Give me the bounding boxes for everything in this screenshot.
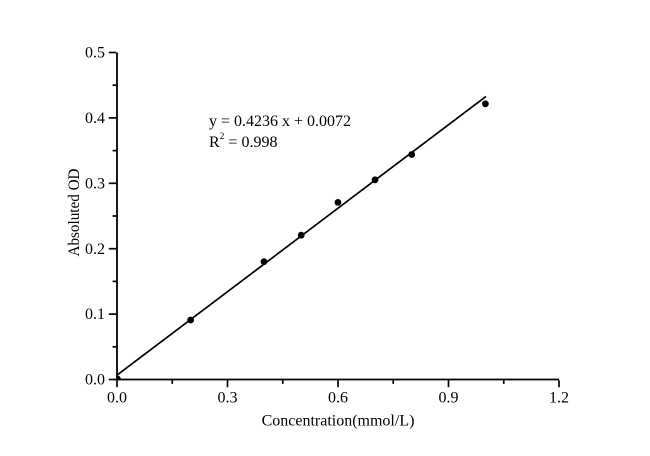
svg-text:0.2: 0.2 — [85, 241, 105, 258]
svg-text:1.2: 1.2 — [549, 390, 569, 407]
svg-text:0.1: 0.1 — [85, 306, 105, 323]
svg-text:0.0: 0.0 — [85, 372, 105, 389]
svg-text:y = 0.4236 x + 0.0072: y = 0.4236 x + 0.0072 — [209, 113, 351, 130]
svg-text:R2 = 0.998: R2 = 0.998 — [209, 132, 277, 151]
svg-text:0.3: 0.3 — [85, 175, 105, 192]
svg-text:0.3: 0.3 — [218, 390, 238, 407]
svg-text:0.0: 0.0 — [107, 390, 127, 407]
svg-text:Concentration(mmol/L): Concentration(mmol/L) — [262, 413, 415, 430]
svg-text:0.6: 0.6 — [328, 390, 348, 407]
svg-text:Absoluted OD: Absoluted OD — [66, 169, 83, 257]
svg-text:0.9: 0.9 — [439, 390, 459, 407]
svg-text:0.4: 0.4 — [85, 110, 105, 127]
svg-text:0.5: 0.5 — [85, 45, 105, 62]
